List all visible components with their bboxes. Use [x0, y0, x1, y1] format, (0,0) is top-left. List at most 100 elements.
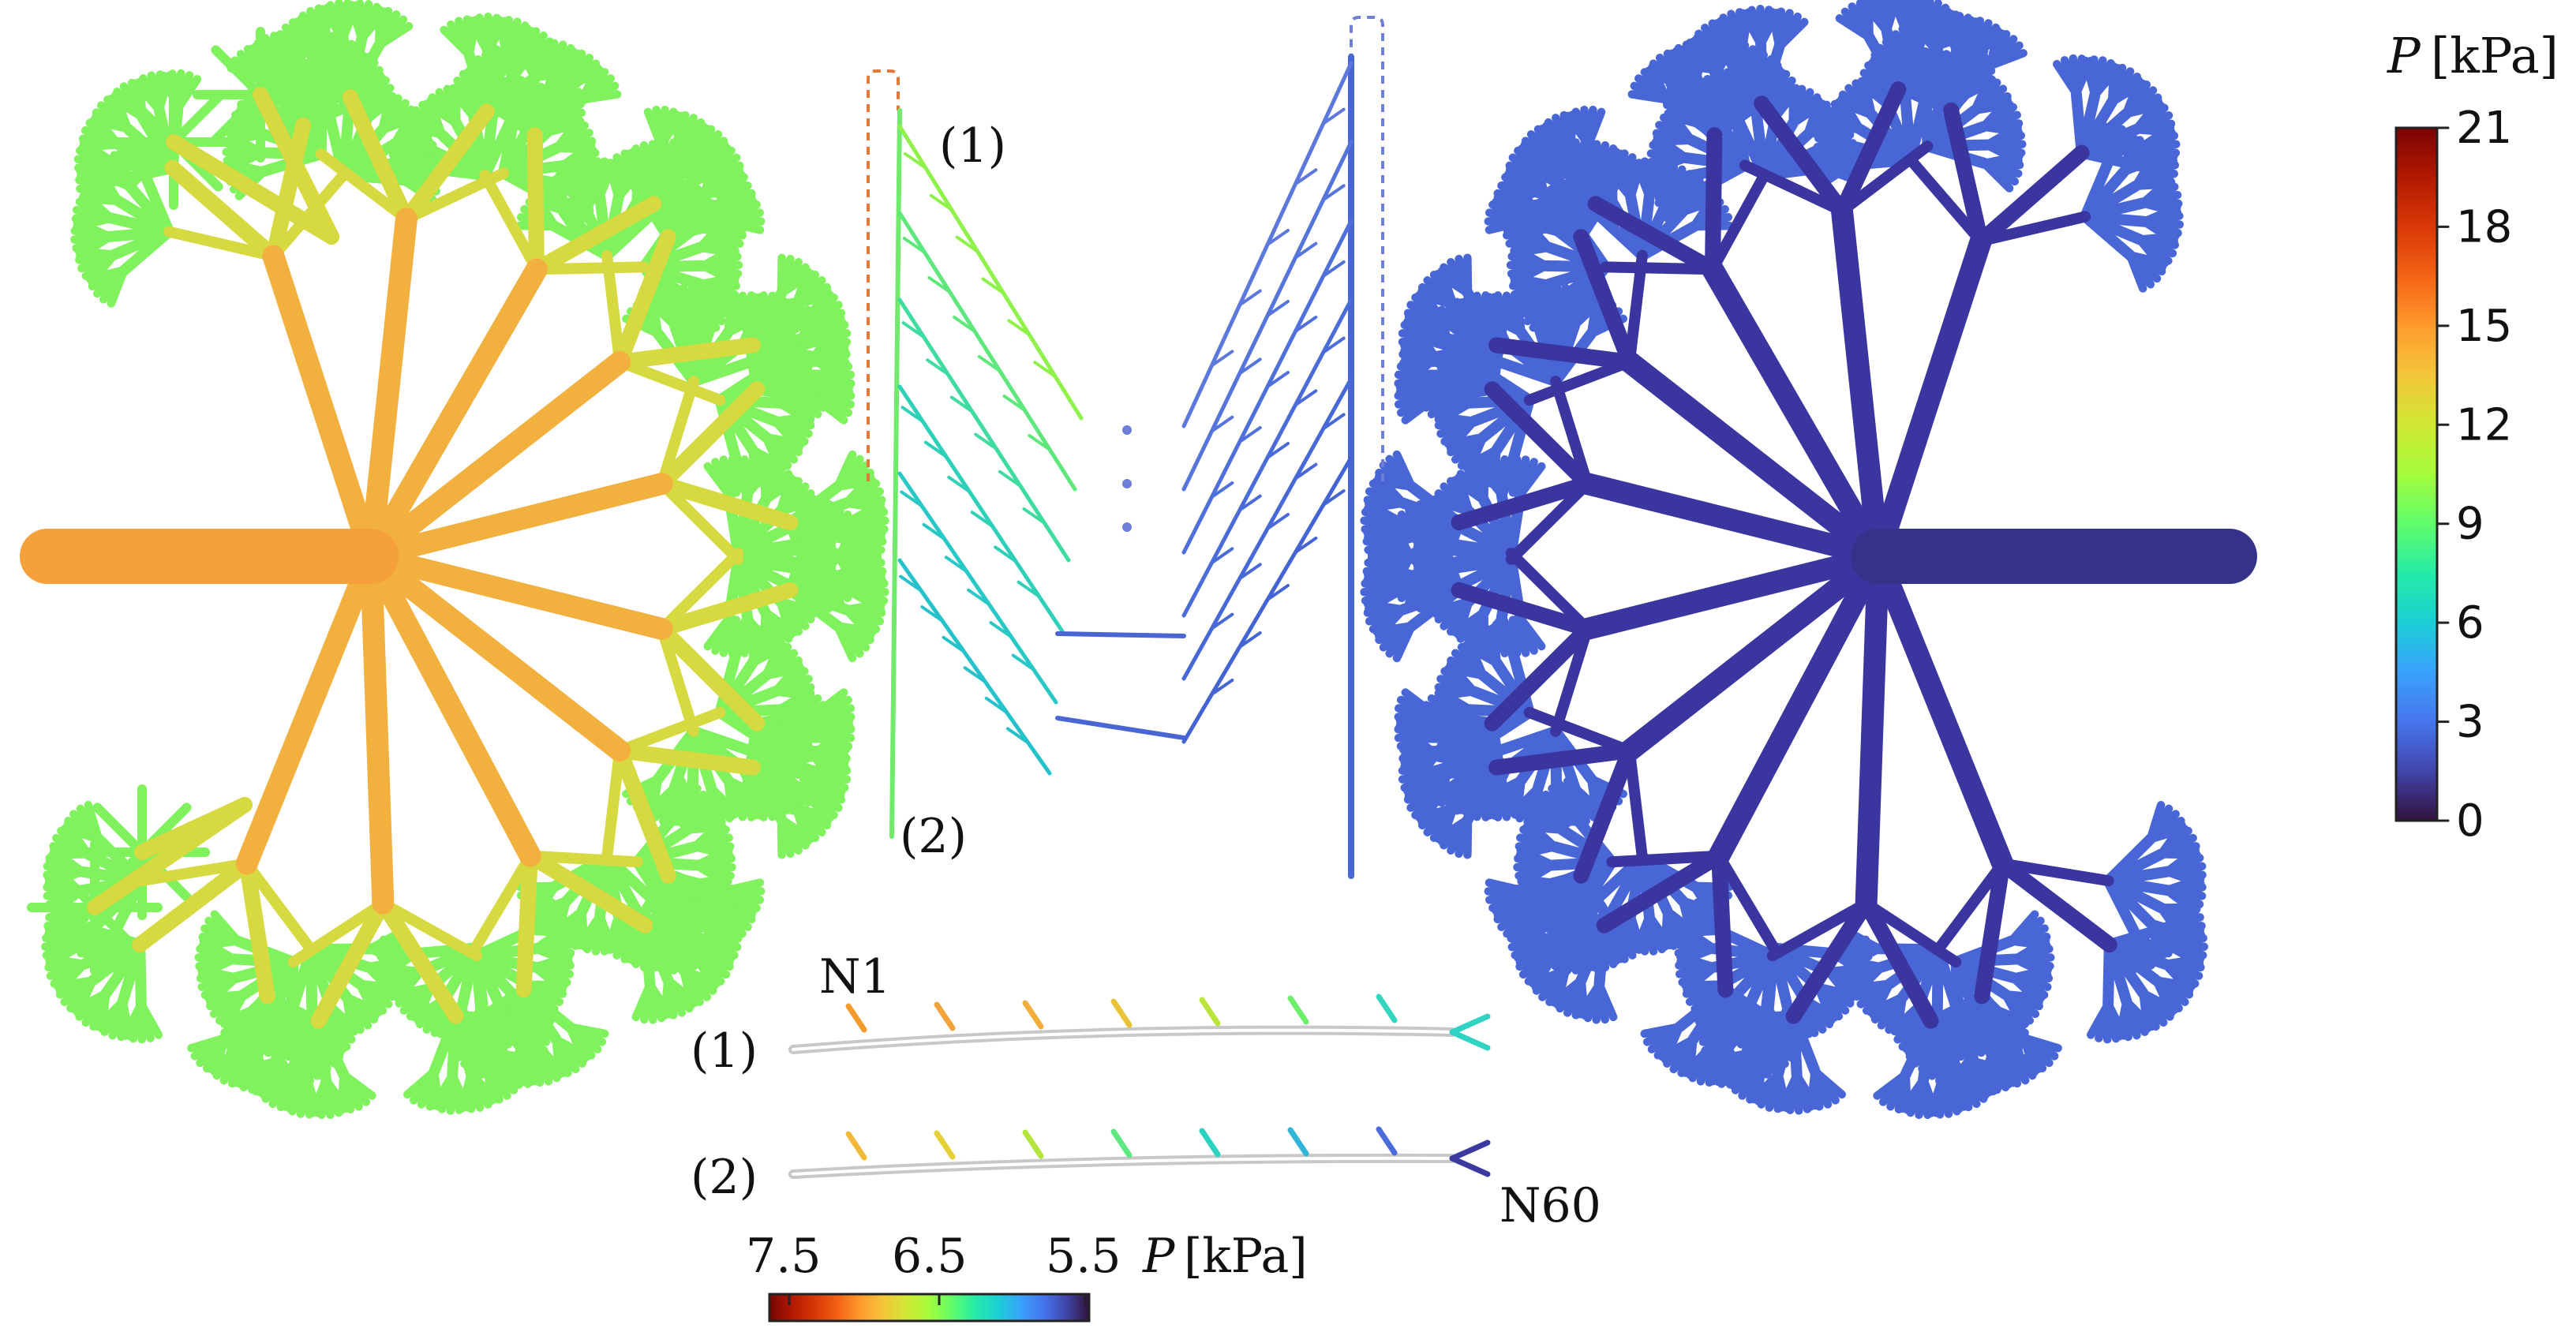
main-colorbar-tick-label: 12 [2456, 399, 2512, 451]
left-tree-secondary-branch [241, 858, 317, 956]
right-tree-secondary-branch [1505, 478, 1593, 565]
left-tree-terminal-branch [140, 171, 174, 238]
branch-label-1: (1) [939, 118, 1006, 174]
left-tree-secondary-branch [612, 229, 676, 370]
center-side-branch [1237, 426, 1262, 443]
right-tree-secondary-branch [1705, 127, 1723, 278]
center-side-branch [949, 395, 974, 413]
right-tree-secondary-branch [1523, 356, 1635, 406]
right-tree-secondary-branch [1550, 623, 1593, 737]
right-tree-secondary-branch [1600, 261, 1718, 275]
center-side-branch [1033, 361, 1058, 379]
right-tree-secondary-branch [1587, 196, 1720, 278]
center-side-branch [942, 635, 966, 653]
left-tree-terminal-branch [646, 201, 689, 219]
path-side-branches [845, 993, 1491, 1177]
center-side-branch [1210, 350, 1234, 368]
left-tree-primary-branch [360, 545, 631, 762]
left-tree-terminal-branch [210, 910, 242, 945]
center-side-branch [1294, 462, 1318, 481]
left-tree-terminal-branch [429, 1010, 462, 1077]
left-tree-terminal-branch [287, 944, 317, 1012]
right-tree-terminal-branch [2130, 929, 2140, 974]
left-tree-terminal-branch [84, 801, 103, 844]
path-2-terminal-branch [1449, 1155, 1491, 1177]
left-tree-terminal-branch [466, 1010, 489, 1052]
right-tree-secondary-branch [1573, 229, 1638, 370]
left-tree-secondary-branch [612, 337, 761, 370]
right-tree-secondary-branch [1623, 249, 1648, 368]
left-tree-terminal-branch [45, 858, 99, 912]
center-side-branch [929, 193, 953, 211]
main-colorbar-tick-label: 21 [2456, 103, 2512, 154]
center-side-branch [923, 440, 948, 458]
left-tree-secondary-branch [164, 159, 282, 264]
left-tree-terminal-branch [811, 395, 848, 425]
right-tree-primary-branch [1702, 258, 1889, 567]
center-side-branch [1028, 434, 1052, 451]
left-tree-secondary-branch [601, 249, 626, 368]
dashed-bracket-right [1350, 16, 1384, 481]
path-1-side-branch [934, 1001, 956, 1031]
center-side-branch [947, 475, 972, 493]
path-2-side-branch [1022, 1129, 1044, 1159]
center-side-branch [1294, 316, 1318, 333]
right-tree-secondary-branch [1997, 858, 2114, 887]
center-side-branch [1237, 289, 1262, 307]
left-tree-secondary-branch [375, 895, 464, 1024]
center-side-branch [1210, 547, 1234, 565]
left-tree-terminal-branch [211, 45, 265, 99]
right-tree-secondary-branch [1785, 895, 1874, 1024]
center-side-branch [1237, 631, 1262, 649]
left-tree-secondary-branch [653, 381, 766, 492]
path-detail-panel: (1) (2) N1 N60 7.5 6.5 5.5 P [kPa] [691, 949, 1601, 1323]
right-tree-secondary-branch [1707, 170, 1770, 275]
left-tree-primary-branch [262, 245, 382, 567]
left-tree-secondary-branch [656, 478, 744, 565]
right-tree-secondary-branch [1550, 376, 1593, 490]
center-side-branch [1294, 241, 1318, 260]
left-tree-secondary-branch [253, 87, 339, 245]
center-side-branch [899, 574, 923, 593]
left-tree-secondary-branch [656, 376, 699, 490]
center-side-branch [953, 316, 977, 333]
path-2-terminal-branch [1449, 1139, 1491, 1162]
right-tree-secondary-branch [1858, 895, 1939, 1029]
left-tree-primary-branch [360, 350, 631, 567]
right-tree-secondary-branch [1994, 855, 2117, 953]
main-colorbar-tick-label: 18 [2456, 201, 2512, 253]
right-tree-terminal-branch [1584, 107, 1606, 150]
right-tree-secondary-branch [1523, 706, 1635, 757]
ellipsis-dot-1 [1122, 425, 1132, 435]
path-1-terminal-branch [1449, 1013, 1491, 1035]
right-tree-main-branches [1451, 81, 2117, 1029]
center-side-branch [900, 406, 925, 424]
center-side-branch [1210, 679, 1234, 696]
right-tree-terminal-branch [1463, 253, 1473, 297]
path-1-side-branch [1287, 995, 1309, 1025]
left-tree-primary-branch [360, 258, 548, 567]
center-side-branch [1321, 413, 1346, 431]
left-tree-terminal-branch [174, 75, 202, 114]
right-tree-terminal-branch [2086, 999, 2113, 1039]
left-tree-terminal-branch [639, 919, 656, 990]
center-side-branch [920, 605, 945, 623]
left-tree-terminal-branch [732, 548, 803, 569]
main-colorbar-var: P [2387, 27, 2421, 84]
center-side-branch [1266, 371, 1290, 388]
left-tree-terminal-branch [687, 356, 755, 387]
right-tree-terminal-branch [1640, 1023, 1684, 1038]
center-branch-line [897, 471, 1058, 705]
right-tree-primary-branch [1618, 350, 1889, 567]
left-tree-terminal-branch [315, 89, 328, 160]
center-side-branch [1321, 489, 1346, 507]
left-tree-terminal-branch [714, 706, 776, 751]
center-branch-line [897, 211, 1077, 492]
path-1-side-branch [1376, 993, 1398, 1023]
left-tree-terminal-branch [90, 903, 144, 957]
right-tree-primary-branch [1831, 200, 1889, 567]
right-tree-secondary-branch [1754, 95, 1851, 219]
small-colorbar-tick-label-1: 7.5 [746, 1229, 821, 1284]
right-tree-secondary-branch [1451, 476, 1596, 531]
left-tree-primary-branch [360, 208, 417, 567]
